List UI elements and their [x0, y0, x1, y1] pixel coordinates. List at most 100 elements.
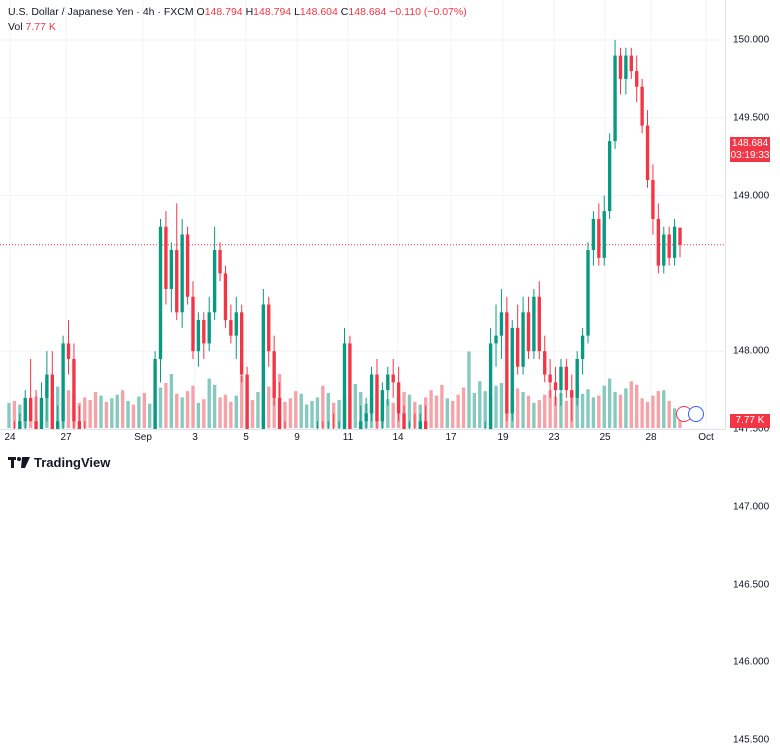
candle-body — [396, 382, 401, 414]
volume-bar — [83, 397, 87, 428]
volume-bar — [521, 392, 525, 428]
volume-bar — [613, 392, 617, 428]
volume-bar — [597, 395, 601, 428]
volume-bar — [142, 392, 146, 428]
candle-body — [272, 351, 276, 398]
volume-bar — [635, 384, 639, 428]
candle-body — [553, 382, 558, 391]
candle-body — [591, 218, 596, 251]
candle-body — [234, 312, 238, 336]
candle-body — [185, 234, 190, 297]
bar-countdown: 03:19:33 — [730, 149, 770, 161]
volume-bar — [434, 395, 439, 428]
volume-tag: 7.77 K — [730, 414, 770, 428]
candle-body — [267, 304, 271, 352]
candle-body — [510, 327, 514, 414]
volume-bar — [591, 397, 596, 428]
price-tick-label: 146.000 — [733, 656, 770, 668]
volume-bar — [451, 401, 455, 428]
volume-bar — [672, 408, 677, 428]
candle-body — [678, 227, 682, 245]
tradingview-logo[interactable]: TradingView — [8, 455, 110, 470]
price-tick-label: 147.500 — [733, 423, 770, 435]
legend-high-label: H — [245, 6, 254, 18]
volume-bar — [483, 391, 487, 428]
volume-bar — [543, 394, 547, 428]
volume-bar — [456, 394, 460, 428]
volume-bar — [7, 402, 11, 428]
candle-body — [505, 312, 509, 414]
candle-body — [158, 226, 163, 359]
volume-bar — [131, 404, 136, 428]
chart-legend: U.S. Dollar / Japanese Yen · 4h · FXCM O… — [8, 6, 467, 34]
volume-bar — [169, 374, 174, 428]
brand-name: TradingView — [34, 455, 111, 470]
volume-bar — [283, 401, 287, 428]
candle-body — [624, 55, 628, 79]
candle-body — [72, 358, 76, 422]
candle-body — [651, 180, 655, 219]
volume-bar — [662, 390, 666, 428]
candle-body — [277, 397, 282, 429]
volume-bar — [586, 389, 590, 428]
legend-change: −0.110 (−0.07%) — [389, 6, 467, 18]
last-price-value: 148.684 — [731, 138, 769, 149]
legend-symbol[interactable]: U.S. Dollar / Japanese Yen · 4h · FXCM — [8, 6, 194, 18]
candle-body — [380, 390, 385, 422]
volume-bar — [472, 392, 477, 428]
economic-event-icon[interactable] — [688, 406, 704, 422]
legend-high: 148.794 — [253, 6, 292, 18]
candle-body — [667, 234, 671, 258]
volume-bar — [93, 392, 98, 428]
candle-body — [77, 421, 82, 430]
legend-close: 148.684 — [348, 6, 387, 18]
legend-volume-row: Vol 7.77 K — [8, 21, 467, 34]
volume-bar — [337, 400, 341, 428]
legend-low: 148.604 — [299, 6, 338, 18]
volume-bar — [294, 391, 298, 428]
legend-volume-label[interactable]: Vol — [8, 21, 23, 33]
volume-bar — [386, 399, 390, 428]
candle-body — [359, 421, 363, 430]
time-tick-label: Oct — [698, 432, 714, 443]
price-tick-label: 145.500 — [733, 734, 770, 746]
candle-body — [375, 374, 379, 422]
time-tick-label: 28 — [645, 432, 657, 443]
price-tick-label: 147.000 — [733, 501, 770, 513]
chart-grid — [0, 0, 726, 430]
candle-body — [39, 397, 44, 430]
candle-body — [364, 413, 368, 422]
volume-bar — [526, 395, 531, 428]
price-tick-label: 148.000 — [733, 345, 770, 357]
candle-body — [386, 374, 390, 391]
volume-bar — [553, 396, 558, 428]
price-chart[interactable] — [0, 0, 726, 430]
price-tick-label: 146.500 — [733, 579, 770, 591]
candle-body — [635, 71, 639, 87]
candle-body — [180, 234, 184, 313]
price-tick-label: 149.000 — [733, 190, 770, 202]
time-tick-label: 19 — [497, 432, 509, 443]
volume-bar — [148, 403, 152, 428]
volume-bar — [467, 351, 471, 428]
volume-bar — [207, 378, 211, 428]
candle-body — [153, 358, 157, 430]
candle-body — [672, 226, 677, 258]
candle-body — [212, 250, 217, 313]
volume-bar — [196, 402, 201, 428]
price-tick-label: 149.500 — [733, 112, 770, 124]
time-tick-label: 24 — [4, 432, 16, 443]
volume-bar — [229, 401, 233, 428]
volume-bar — [218, 397, 222, 428]
candle-body — [175, 250, 179, 313]
volume-bar — [240, 375, 244, 428]
volume-bar — [158, 387, 163, 428]
volume-bar — [191, 385, 195, 428]
volume-bar — [299, 393, 303, 428]
volume-bar — [175, 393, 179, 428]
volume-bar — [499, 383, 504, 428]
candle-body — [570, 390, 574, 398]
candle-body — [261, 304, 266, 430]
price-axis-separator — [725, 0, 726, 430]
volume-bar — [115, 394, 119, 428]
